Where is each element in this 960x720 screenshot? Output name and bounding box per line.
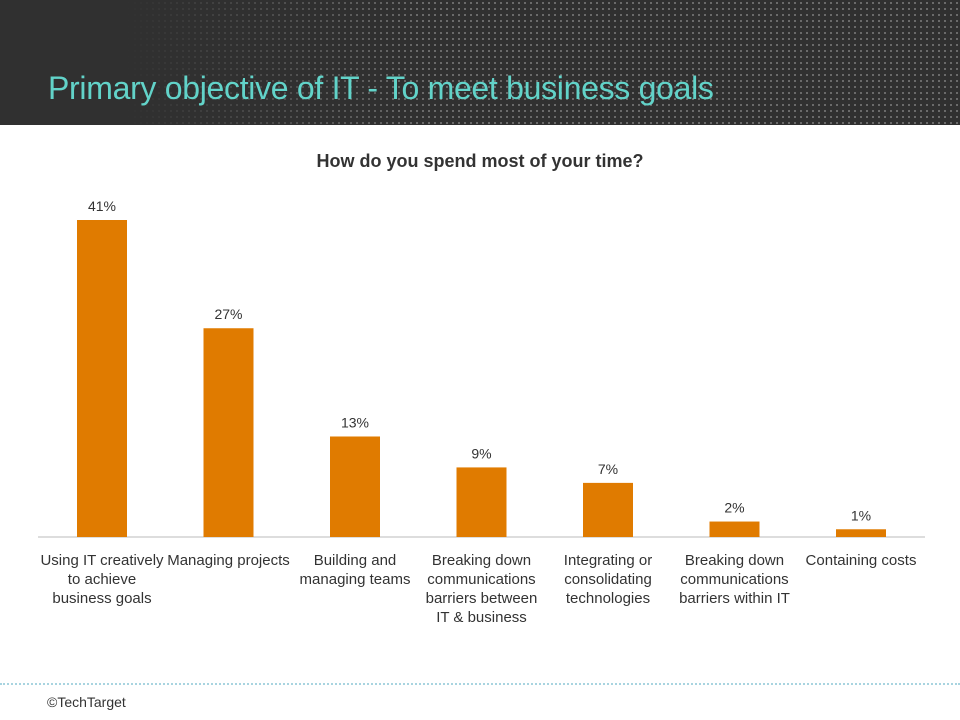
category-label: Breaking down communications barriers wi… <box>679 552 790 607</box>
data-label: 41% <box>88 198 116 214</box>
category-label: Using IT creatively to achieve business … <box>40 552 164 607</box>
bar <box>456 467 507 537</box>
data-label: 2% <box>724 500 744 516</box>
chart-title: How do you spend most of your time? <box>316 151 644 171</box>
bar <box>203 328 254 537</box>
bar <box>709 521 760 537</box>
header-fade <box>0 0 420 125</box>
data-label: 27% <box>214 306 242 322</box>
category-label: Breaking down communications barriers be… <box>425 552 538 626</box>
category-label: Containing costs <box>805 552 917 569</box>
data-label: 13% <box>341 414 369 430</box>
bar <box>583 482 633 537</box>
slide-title: Primary objective of IT - To meet busine… <box>48 70 714 106</box>
bar <box>330 436 380 537</box>
data-label: 9% <box>471 445 491 461</box>
bar <box>77 220 127 537</box>
data-label: 7% <box>598 461 618 477</box>
footer-divider <box>0 683 960 685</box>
copyright: ©TechTarget <box>47 694 126 710</box>
category-label: Managing projects <box>167 552 290 569</box>
category-label: Building and managing teams <box>299 552 411 588</box>
category-label: Integrating or consolidating technologie… <box>563 552 653 607</box>
bar <box>836 529 886 537</box>
data-label: 1% <box>851 507 871 523</box>
